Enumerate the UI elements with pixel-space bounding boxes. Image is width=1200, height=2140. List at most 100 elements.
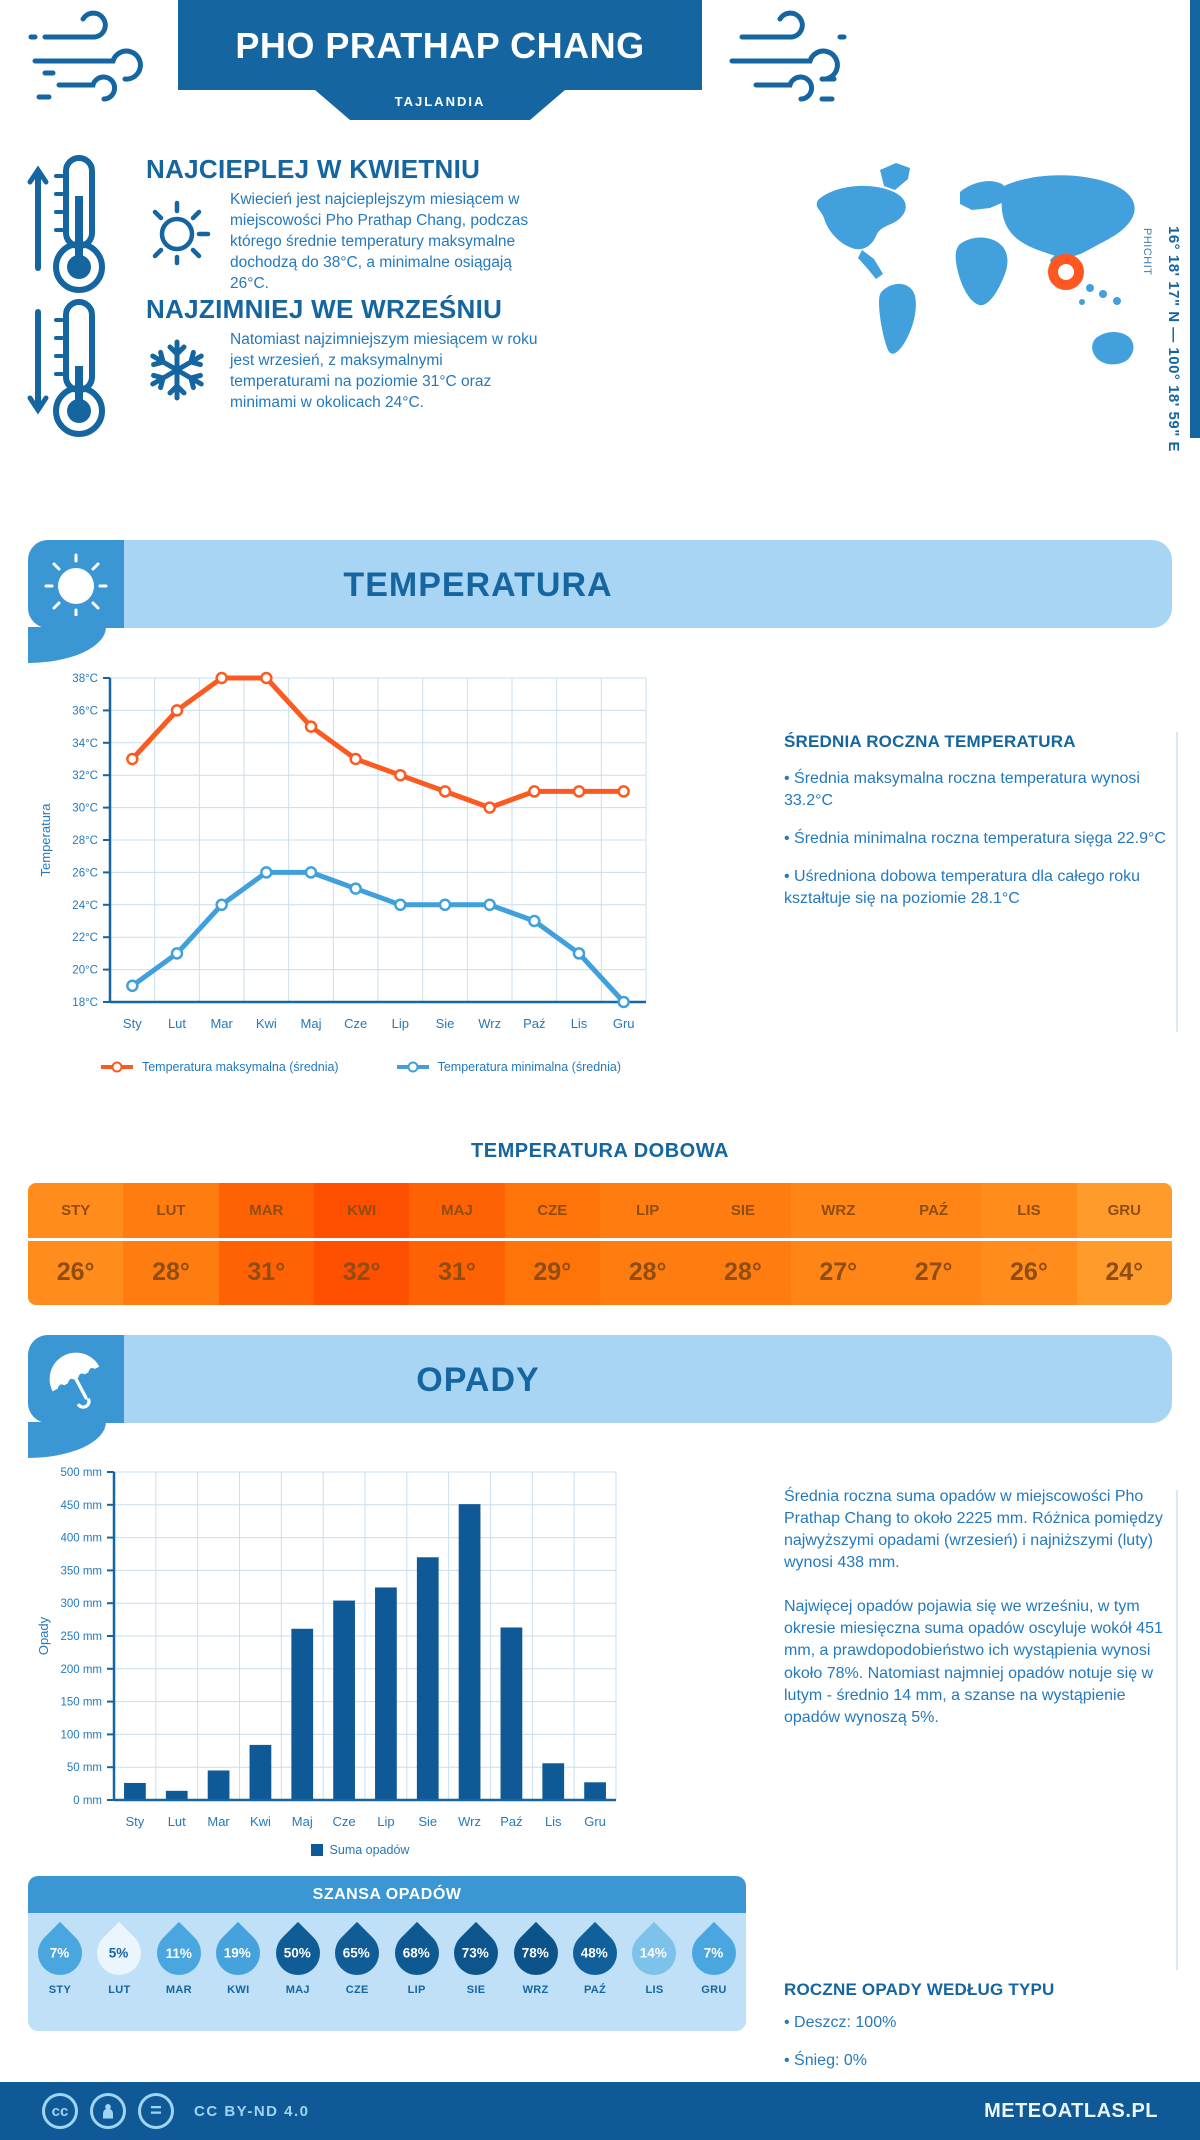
precipitation-paragraph-1: Średnia roczna suma opadów w miejscowośc… [784, 1488, 1163, 1572]
rain-chance-month: LIP [407, 1984, 426, 1996]
wind-icon [25, 5, 153, 111]
svg-text:200 mm: 200 mm [60, 1664, 102, 1676]
rain-chance-item: 73% SIE [445, 1921, 508, 2031]
precipitation-legend: Suma opadów [60, 1843, 660, 1857]
temperature-summary: ŚREDNIA ROCZNA TEMPERATURA • Średnia mak… [784, 732, 1166, 926]
svg-text:Paź: Paź [500, 1814, 522, 1829]
droplet-icon: 5% [88, 1921, 151, 1985]
daily-table-month: LIS [981, 1183, 1077, 1238]
svg-text:300 mm: 300 mm [60, 1598, 102, 1610]
svg-text:Maj: Maj [292, 1814, 313, 1829]
precipitation-paragraph-2: Najwięcej opadów pojawia się we wrześniu… [784, 1598, 1163, 1726]
svg-text:350 mm: 350 mm [60, 1565, 102, 1577]
daily-table-value: 31° [409, 1241, 505, 1305]
rain-chance-item: 7% STY [28, 1921, 92, 2031]
svg-text:Cze: Cze [344, 1016, 367, 1031]
warmest-text: Kwiecień jest najcieplejszym miesiącem w… [230, 191, 529, 292]
rain-chance-item: 78% WRZ [504, 1921, 567, 2031]
daily-table-title: TEMPERATURA DOBOWA [471, 1140, 729, 1162]
region-label: PHICHIT [1141, 228, 1153, 276]
rain-chance-month: LUT [108, 1984, 131, 1996]
temperature-summary-bullet: • Uśredniona dobowa temperatura dla całe… [784, 868, 1141, 908]
daily-table-month: LUT [123, 1183, 219, 1238]
rain-chance-month: SIE [466, 1984, 486, 1996]
svg-text:24°C: 24°C [72, 900, 98, 912]
coldest-text: Natomiast najzimniejszym miesiącem w rok… [230, 331, 538, 411]
svg-text:Gru: Gru [584, 1814, 606, 1829]
rain-chance-month: GRU [701, 1984, 727, 1996]
svg-text:Sty: Sty [123, 1016, 142, 1031]
svg-text:Lis: Lis [545, 1814, 562, 1829]
rain-chance-month: PAŹ [583, 1984, 607, 1996]
svg-text:50 mm: 50 mm [67, 1762, 102, 1774]
rain-chance-month: CZE [345, 1984, 369, 1996]
rain-chance-value: 14% [640, 1945, 668, 1961]
rain-chance-item: 50% MAJ [266, 1921, 329, 2031]
svg-text:Maj: Maj [301, 1016, 322, 1031]
rain-chance-month: STY [48, 1984, 72, 1996]
droplet-icon: 78% [504, 1921, 567, 1985]
license-label: CC BY-ND 4.0 [194, 2102, 310, 2120]
thermometer-up-icon [26, 150, 122, 305]
svg-text:28°C: 28°C [72, 835, 98, 847]
divider [1176, 1490, 1178, 1970]
rain-chance-row: 7% STY 5% LUT 11% MAR 19% KWI 50% MAJ 65% CZE 68% LIP… [28, 1913, 746, 2031]
precipitation-bar-chart-svg: 0 mm 50 mm 100 mm 150 mm 200 mm 250 mm 300 mm 3… [36, 1467, 617, 1829]
droplet-icon: 14% [623, 1921, 686, 1985]
precipitation-type-bullet: • Śnieg: 0% [784, 2052, 867, 2070]
daily-table-month: GRU [1076, 1183, 1172, 1238]
temperature-summary-bullet: • Średnia minimalna roczna temperatura s… [784, 830, 1166, 848]
title-banner: PHO PRATHAP CHANG [178, 0, 702, 90]
legend-item: Temperatura maksymalna (średnia) [99, 1060, 339, 1074]
legend-item: Temperatura minimalna (średnia) [395, 1060, 621, 1074]
svg-text:100 mm: 100 mm [60, 1729, 102, 1741]
svg-text:Sty: Sty [126, 1814, 145, 1829]
svg-text:450 mm: 450 mm [60, 1500, 102, 1512]
droplet-icon: 48% [563, 1921, 627, 1985]
page-title: PHO PRATHAP CHANG [235, 25, 645, 66]
daily-table-month: PAŹ [885, 1183, 982, 1238]
svg-text:34°C: 34°C [72, 738, 98, 750]
svg-text:Lut: Lut [168, 1016, 186, 1031]
daily-table-value: 31° [218, 1241, 314, 1305]
droplet-icon: 73% [445, 1921, 508, 1985]
svg-text:18°C: 18°C [72, 997, 98, 1009]
rain-chance-month: LIS [645, 1984, 664, 1996]
temperature-chart: 18°C 20°C 22°C 24°C 26°C 28°C 30°C 32°C 34°C 36°C… [34, 652, 664, 1057]
rain-chance-value: 50% [284, 1945, 312, 1961]
daily-temperature-table: STY LUT MAR KWI MAJ CZE LIP SIE WRZ PAŹ LIS GRU 26°… [28, 1183, 1172, 1305]
meteoatlas-link[interactable]: METEOATLAS.PL [984, 2099, 1158, 2122]
daily-table-month: LIP [599, 1183, 696, 1238]
svg-text:Lip: Lip [392, 1016, 409, 1031]
daily-table-month: MAR [218, 1183, 314, 1238]
svg-text:Lut: Lut [168, 1814, 186, 1829]
svg-text:Opady: Opady [36, 1616, 51, 1655]
daily-table-value: 28° [599, 1241, 696, 1305]
svg-text:150 mm: 150 mm [60, 1697, 102, 1709]
daily-table-month: CZE [504, 1183, 600, 1238]
daily-table-header-row: STY LUT MAR KWI MAJ CZE LIP SIE WRZ PAŹ LIS GRU [28, 1183, 1172, 1241]
rain-chance-title: SZANSA OPADÓW [28, 1876, 746, 1913]
daily-table-value: 28° [695, 1241, 791, 1305]
daily-table-value: 26° [28, 1241, 124, 1305]
daily-table-value: 29° [504, 1241, 600, 1305]
svg-text:Temperatura: Temperatura [38, 803, 53, 877]
divider [1176, 732, 1178, 1032]
droplet-icon: 65% [326, 1921, 389, 1985]
svg-text:Gru: Gru [613, 1016, 635, 1031]
rain-chance-value: 5% [109, 1945, 130, 1961]
droplet-icon: 68% [385, 1921, 448, 1985]
edge-accent-bar [1190, 0, 1200, 438]
svg-text:26°C: 26°C [72, 867, 98, 879]
coldest-heading: NAJZIMNIEJ WE WRZEŚNIU [146, 294, 503, 324]
rain-chance-value: 65% [343, 1945, 371, 1961]
cc-icon: cc [42, 2093, 78, 2129]
svg-text:Cze: Cze [333, 1814, 356, 1829]
world-map [800, 148, 1150, 438]
svg-text:38°C: 38°C [72, 673, 98, 685]
svg-text:Sie: Sie [436, 1016, 455, 1031]
country-label: TAJLANDIA [394, 94, 486, 109]
svg-text:Lip: Lip [377, 1814, 394, 1829]
svg-text:20°C: 20°C [72, 965, 98, 977]
